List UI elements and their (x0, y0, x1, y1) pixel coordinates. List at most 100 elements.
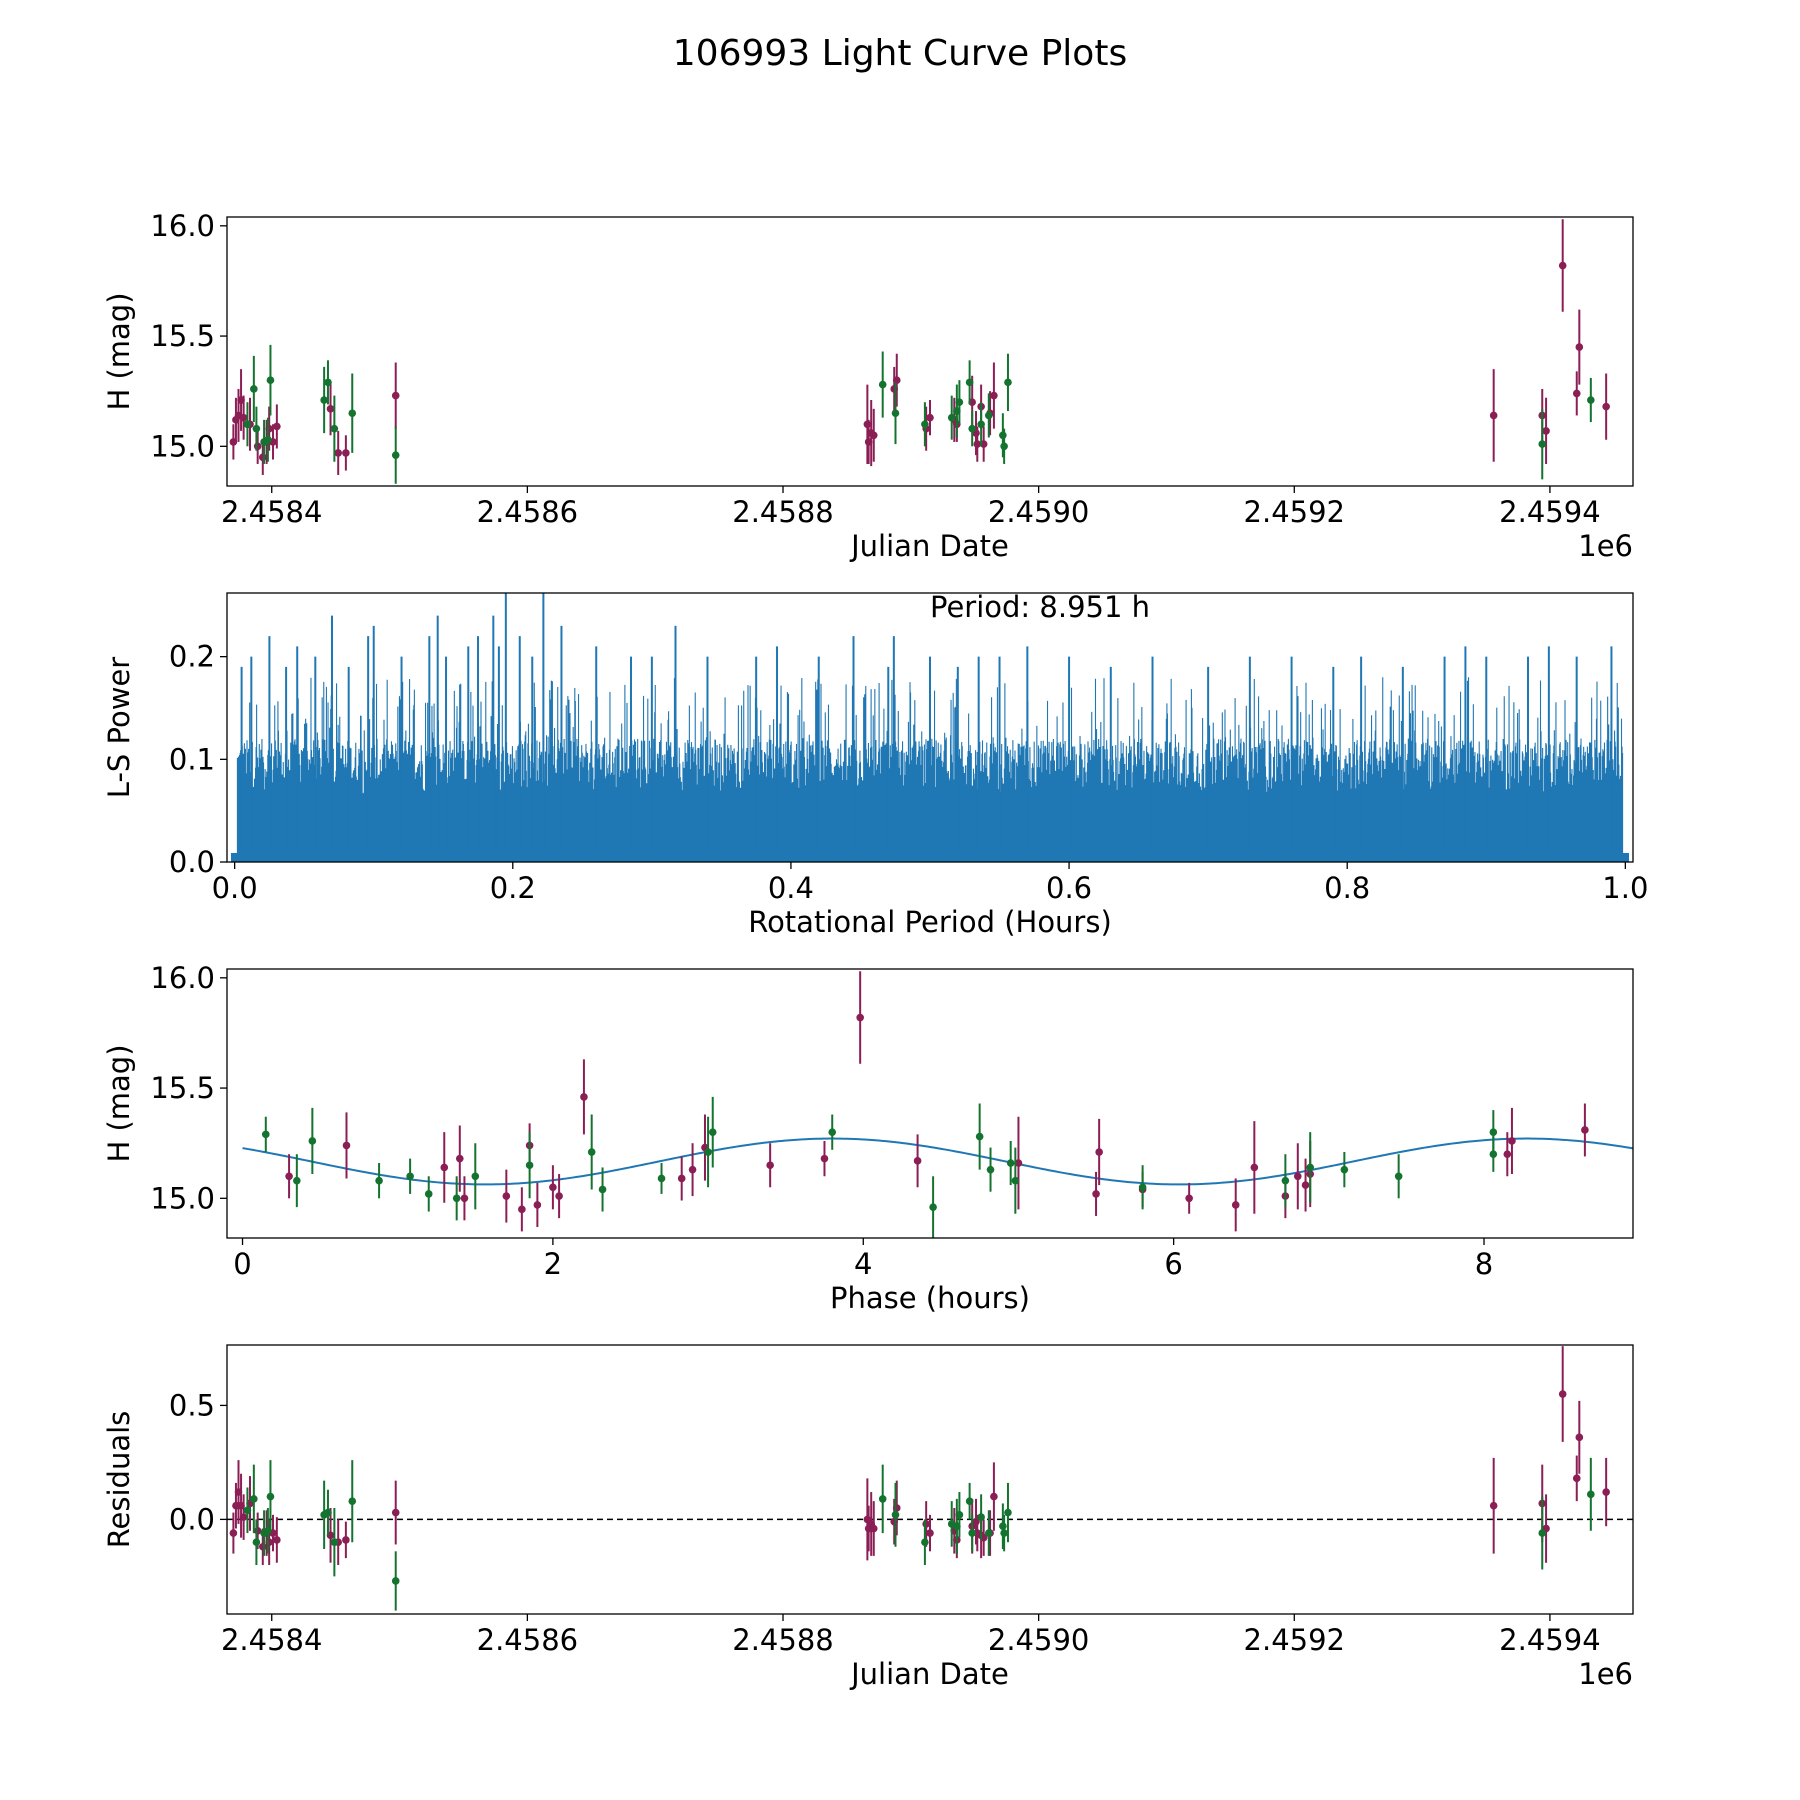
x-axis-label: Julian Date (849, 1657, 1009, 1691)
periodogram-peaks (240, 593, 1613, 862)
data-point (239, 413, 248, 422)
data-point (708, 1128, 717, 1136)
y-tick-label: 15.0 (150, 429, 215, 463)
data-point (999, 1522, 1007, 1531)
data-point (968, 424, 976, 433)
y-tick-label: 15.5 (150, 319, 215, 353)
data-point (293, 1176, 301, 1185)
figure-title: 106993 Light Curve Plots (673, 33, 1127, 74)
data-point (391, 391, 400, 400)
data-point (1538, 1529, 1547, 1537)
y-tick-label: 0.5 (169, 1388, 215, 1422)
data-point (1014, 1159, 1023, 1167)
data-point (320, 396, 328, 404)
data-point (324, 378, 332, 387)
plot-frame (226, 1344, 1634, 1615)
data-point (1011, 1176, 1020, 1185)
data-point (587, 1148, 596, 1156)
x-tick-label: 2.4586 (477, 1623, 578, 1657)
x-tick-label: 2.4588 (732, 495, 833, 529)
data-point (863, 420, 872, 429)
data-point (1575, 1433, 1584, 1442)
y-tick-label: 15.5 (150, 1071, 215, 1105)
x-tick-label: 0 (233, 1247, 251, 1281)
data-point (1250, 1163, 1259, 1172)
data-point (258, 453, 267, 462)
x-tick-label: 0.2 (490, 871, 536, 905)
data-point (1293, 1172, 1302, 1181)
data-point (273, 1536, 281, 1544)
data-point (252, 424, 261, 433)
data-point (330, 424, 339, 433)
data-point (265, 424, 273, 433)
y-axis-label: Residuals (102, 1411, 136, 1549)
data-point (252, 1538, 261, 1546)
data-point (820, 1154, 829, 1163)
data-point (892, 376, 901, 384)
data-point (947, 413, 956, 422)
data-point (1004, 378, 1012, 387)
x-tick-label: 2.4590 (988, 1623, 1089, 1657)
data-point (1095, 1148, 1103, 1156)
data-point (1558, 1390, 1567, 1398)
sinusoid-fit-line (242, 1137, 1633, 1186)
data-layer (261, 971, 1589, 1238)
x-tick-label: 0.8 (1324, 871, 1370, 905)
data-point (1489, 1150, 1498, 1159)
data-layer (229, 219, 1610, 484)
x-tick-label: 8 (1475, 1247, 1493, 1281)
periodogram-floor (231, 853, 1629, 862)
data-point (828, 1128, 837, 1136)
data-point (955, 1511, 964, 1519)
data-point (913, 1157, 922, 1165)
data-point (1572, 1474, 1581, 1483)
data-point (977, 1513, 985, 1521)
data-point (334, 449, 343, 457)
data-point (921, 1538, 929, 1546)
data-point (1581, 1126, 1589, 1134)
data-point (243, 1506, 252, 1515)
data-point (264, 435, 272, 444)
data-point (1572, 389, 1581, 398)
x-tick-label: 2.4592 (1244, 495, 1345, 529)
data-point (266, 1492, 275, 1501)
data-point (266, 376, 275, 384)
x-tick-label: 2.4594 (1499, 495, 1600, 529)
y-tick-label: 0.0 (169, 845, 215, 879)
data-point (455, 1154, 464, 1163)
x-offset-text: 1e6 (1578, 1657, 1633, 1691)
series-g (243, 344, 1595, 484)
data-point (285, 1172, 293, 1181)
data-point (856, 1013, 864, 1022)
data-point (424, 1190, 433, 1198)
data-point (999, 431, 1007, 440)
data-point (677, 1174, 686, 1183)
data-point (968, 1529, 976, 1537)
data-point (533, 1201, 542, 1209)
data-point (549, 1183, 557, 1192)
plot-frame (226, 216, 1634, 487)
data-point (1542, 427, 1550, 435)
y-tick-label: 15.0 (150, 1181, 215, 1215)
data-point (342, 1141, 351, 1150)
data-point (984, 1529, 993, 1537)
data-point (1231, 1201, 1240, 1209)
y-axis-label: L-S Power (102, 657, 136, 798)
data-point (273, 422, 281, 431)
data-point (253, 442, 262, 451)
data-point (1394, 1172, 1403, 1181)
data-point (598, 1185, 607, 1194)
x-tick-label: 2.4584 (221, 1623, 322, 1657)
x-offset-text: 1e6 (1578, 529, 1633, 563)
x-tick-label: 2 (544, 1247, 562, 1281)
y-tick-label: 0.1 (169, 742, 215, 776)
data-point (406, 1172, 414, 1181)
data-point (525, 1161, 534, 1170)
x-tick-label: 0.6 (1046, 871, 1092, 905)
x-tick-label: 2.4584 (221, 495, 322, 529)
data-point (1602, 402, 1610, 411)
data-point (891, 409, 900, 418)
data-point (391, 1508, 400, 1517)
data-point (704, 1148, 712, 1156)
data-point (688, 1165, 697, 1174)
